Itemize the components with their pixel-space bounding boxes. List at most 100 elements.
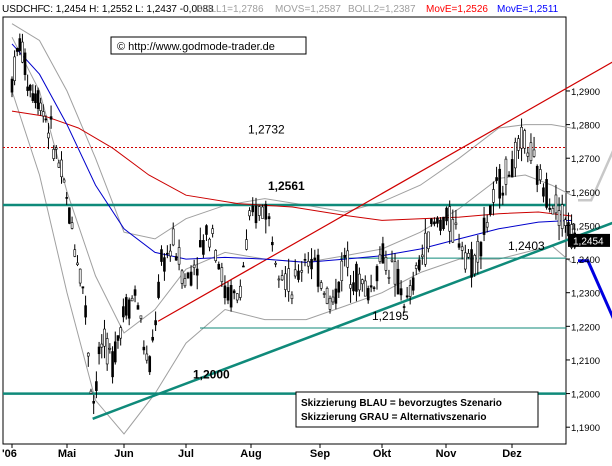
candle-body <box>116 335 120 341</box>
candle-body <box>274 262 277 265</box>
candle-body <box>448 206 451 232</box>
header-indicator-5: MovE=1,2511 <box>497 4 559 15</box>
candle-body <box>442 216 445 230</box>
candle-body <box>361 279 364 285</box>
candle-body <box>297 270 300 280</box>
candle <box>97 341 101 365</box>
candle-body <box>208 238 211 248</box>
candle <box>274 261 277 268</box>
candle-body <box>239 285 242 298</box>
candle <box>127 297 131 326</box>
candle <box>15 47 19 57</box>
candle-body <box>254 205 258 224</box>
candle <box>36 87 40 115</box>
y-tick-label: 1,2500 <box>571 221 600 232</box>
candle-body <box>111 351 114 378</box>
candle <box>142 340 146 355</box>
candle-body <box>485 222 489 228</box>
candle-body <box>205 225 208 235</box>
candle <box>113 331 117 365</box>
candle-body <box>479 242 483 257</box>
candle <box>108 343 112 354</box>
scenario-legend: Skizzierung BLAU = bevorzugtes Szenario … <box>295 391 539 428</box>
candle <box>214 249 217 263</box>
candle <box>39 97 42 116</box>
candle-body <box>13 56 16 81</box>
candle-body <box>89 390 93 394</box>
candle <box>47 123 50 150</box>
candle <box>122 298 125 323</box>
candle-body <box>39 102 42 111</box>
header-indicator-4: MovE=1,2526 <box>426 4 488 15</box>
candle-body <box>411 277 415 291</box>
candle-body <box>372 287 376 289</box>
candle <box>154 311 157 331</box>
candle-body <box>183 278 187 287</box>
candle-body <box>76 262 79 265</box>
candle <box>457 233 461 250</box>
candle <box>464 244 467 273</box>
moving-average-MovE-red <box>11 110 572 221</box>
candle-body <box>293 269 297 277</box>
candle <box>57 159 61 168</box>
candle <box>548 198 551 213</box>
candle <box>95 371 98 399</box>
candle <box>369 274 373 293</box>
candle-body <box>560 204 564 229</box>
candle-body <box>306 261 310 267</box>
candle-body <box>21 41 24 63</box>
candle-body <box>54 147 58 150</box>
candle-body <box>119 327 122 339</box>
x-axis: '06 Mai Jun Jul Aug Sep Okt Nov Dez <box>2 444 522 460</box>
candle-body <box>177 247 181 265</box>
candle <box>223 275 227 305</box>
candle <box>306 252 310 274</box>
candle-body <box>482 217 486 235</box>
candle-body <box>414 265 418 269</box>
candle <box>287 258 290 302</box>
candle <box>245 229 248 251</box>
candle-body <box>439 219 442 231</box>
x-tick-label: Jun <box>114 448 134 460</box>
candle <box>473 253 476 277</box>
candle-body <box>166 252 169 255</box>
candle-body <box>460 246 464 251</box>
candle <box>168 243 172 262</box>
candle <box>293 259 297 279</box>
candle-body <box>387 276 391 279</box>
candle-body <box>334 288 338 304</box>
candle-body <box>331 296 335 303</box>
candle <box>436 216 439 228</box>
candle <box>557 197 561 241</box>
candle-body <box>139 315 143 319</box>
candle-body <box>507 174 511 177</box>
candle <box>479 240 483 270</box>
candles-layer <box>10 33 577 415</box>
level-labels-layer: 1,2732 1,2561 1,2403 1,2195 1,2000 <box>193 122 545 381</box>
candle <box>387 269 391 284</box>
candle <box>349 275 352 303</box>
candle-body <box>257 206 261 216</box>
candle-body <box>226 287 230 301</box>
candle-body <box>81 286 85 289</box>
candle <box>111 346 114 384</box>
candle-body <box>60 159 63 178</box>
candle-body <box>78 268 82 284</box>
candle-body <box>133 289 137 296</box>
candle-body <box>186 272 190 279</box>
candle-body <box>113 341 117 363</box>
candle <box>166 245 169 259</box>
candle-body <box>124 297 128 316</box>
candle <box>355 261 358 302</box>
candle <box>514 137 517 177</box>
y-axis: 1,2900 1,2800 1,2700 1,2600 1,2500 1,2400 1,23… <box>566 87 600 434</box>
y-tick-label: 1,2100 <box>571 356 600 367</box>
candle <box>211 224 214 238</box>
candle-body <box>402 306 406 308</box>
candle <box>202 234 205 258</box>
candle-body <box>130 297 134 302</box>
candle <box>229 279 233 312</box>
candle <box>408 279 412 305</box>
candle <box>177 239 181 271</box>
